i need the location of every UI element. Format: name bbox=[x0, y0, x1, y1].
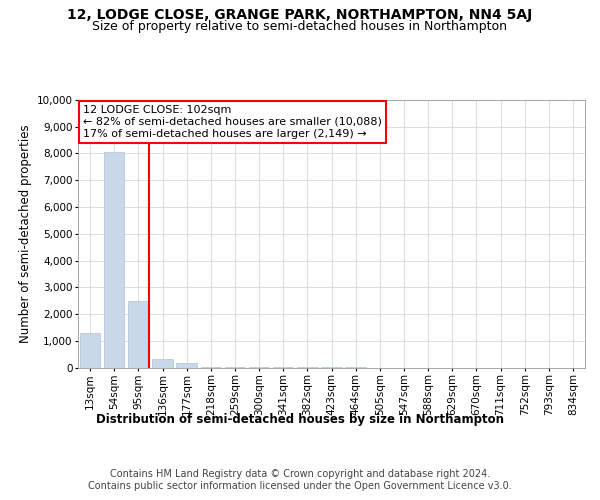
Text: 12, LODGE CLOSE, GRANGE PARK, NORTHAMPTON, NN4 5AJ: 12, LODGE CLOSE, GRANGE PARK, NORTHAMPTO… bbox=[67, 8, 533, 22]
Bar bbox=[104, 152, 124, 368]
Bar bbox=[80, 332, 100, 368]
Bar bbox=[200, 366, 221, 368]
Text: 12 LODGE CLOSE: 102sqm
← 82% of semi-detached houses are smaller (10,088)
17% of: 12 LODGE CLOSE: 102sqm ← 82% of semi-det… bbox=[83, 106, 382, 138]
Text: Distribution of semi-detached houses by size in Northampton: Distribution of semi-detached houses by … bbox=[96, 412, 504, 426]
Text: Contains HM Land Registry data © Crown copyright and database right 2024.: Contains HM Land Registry data © Crown c… bbox=[110, 469, 490, 479]
Text: Contains public sector information licensed under the Open Government Licence v3: Contains public sector information licen… bbox=[88, 481, 512, 491]
Text: Size of property relative to semi-detached houses in Northampton: Size of property relative to semi-detach… bbox=[92, 20, 508, 33]
Bar bbox=[152, 360, 173, 368]
Y-axis label: Number of semi-detached properties: Number of semi-detached properties bbox=[19, 124, 32, 343]
Bar bbox=[128, 300, 149, 368]
Bar bbox=[176, 364, 197, 368]
